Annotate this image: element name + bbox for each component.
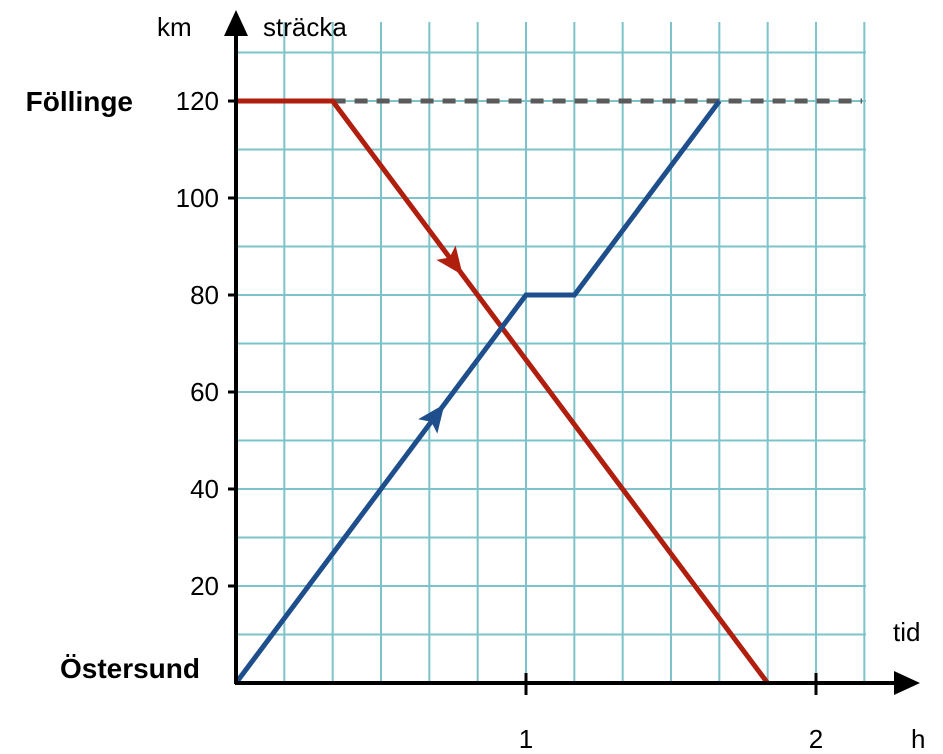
- x-axis-label: tid: [893, 617, 920, 647]
- y-tick-label: 40: [190, 474, 219, 504]
- y-tick-label: 80: [190, 280, 219, 310]
- x-tick-label: 2: [809, 724, 823, 754]
- series-line-blue: [233, 99, 722, 685]
- y-tick-label: 100: [176, 183, 219, 213]
- x-unit-label: h: [911, 724, 925, 754]
- series-group: [233, 98, 770, 685]
- place-label: Föllinge: [26, 86, 133, 117]
- y-axis-label: sträcka: [263, 12, 347, 42]
- grid: [236, 22, 866, 683]
- series-line-red: [236, 98, 770, 685]
- y-tick-label: 120: [176, 86, 219, 116]
- x-axis-arrow: [894, 671, 920, 695]
- y-tick-label: 20: [190, 571, 219, 601]
- y-unit-label: km: [157, 12, 192, 42]
- y-tick-label: 60: [190, 377, 219, 407]
- y-axis-arrow: [224, 10, 248, 36]
- x-tick-label: 1: [519, 724, 533, 754]
- series-direction-arrow-red: [436, 245, 463, 276]
- labels: km sträcka tid h 20 40 60 80 100 120 1 2 Fölling…: [26, 12, 926, 754]
- axes: [224, 10, 920, 695]
- place-label: Östersund: [60, 653, 200, 684]
- series-direction-arrow-blue: [418, 404, 445, 434]
